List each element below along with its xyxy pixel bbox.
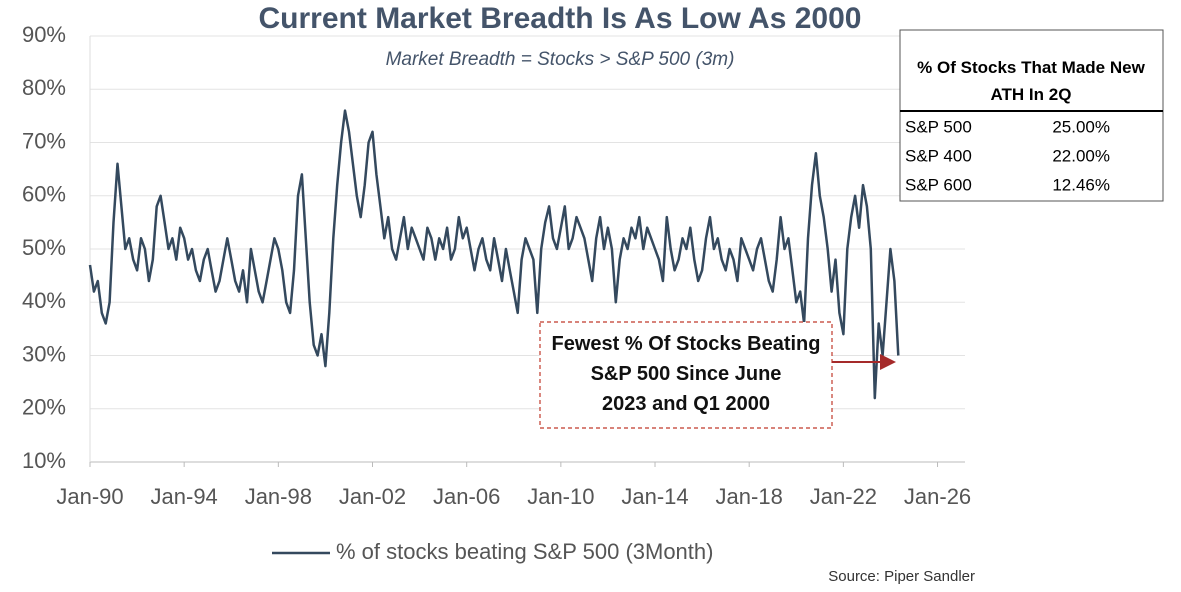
x-tick-label: Jan-94 (151, 484, 218, 509)
table-cell: S&P 500 (905, 117, 972, 136)
chart-title: Current Market Breadth Is As Low As 2000 (259, 2, 862, 35)
x-tick-label: Jan-14 (621, 484, 688, 509)
x-tick-label: Jan-22 (810, 484, 877, 509)
table-title: % Of Stocks That Made New ATH In 2Q (917, 58, 1145, 104)
chart-subtitle: Market Breadth = Stocks > S&P 500 (3m) (386, 49, 735, 70)
x-tick-label: Jan-90 (56, 484, 123, 509)
table-cell: 25.00% (1052, 117, 1110, 136)
annotation-box (539, 321, 833, 429)
y-tick-label: 20% (22, 395, 66, 420)
table-cell: S&P 600 (905, 175, 972, 194)
info-table: % Of Stocks That Made New ATH In 2Q S&P 50… (899, 29, 1164, 202)
y-tick-label: 10% (22, 448, 66, 473)
table-cell: 22.00% (1052, 146, 1110, 165)
annotation-text: Fewest % Of Stocks Beating S&P 500 Since … (552, 333, 821, 415)
y-tick-label: 50% (22, 235, 66, 260)
source: Source: Piper Sandler (828, 568, 975, 585)
x-tick-label: Jan-02 (339, 484, 406, 509)
table-cell: 12.46% (1052, 175, 1110, 194)
x-tick-label: Jan-06 (433, 484, 500, 509)
x-tick-label: Jan-18 (716, 484, 783, 509)
y-tick-label: 90% (22, 22, 66, 47)
x-tick-label: Jan-10 (527, 484, 594, 509)
table-cell: S&P 400 (905, 146, 972, 165)
y-tick-label: 60% (22, 182, 66, 207)
table-border (899, 29, 1164, 202)
y-tick-label: 40% (22, 288, 66, 313)
legend-label: % of stocks beating S&P 500 (3Month) (336, 539, 713, 564)
y-tick-label: 70% (22, 128, 66, 153)
y-tick-label: 80% (22, 75, 66, 100)
x-tick-label: Jan-98 (245, 484, 312, 509)
x-tick-label: Jan-26 (904, 484, 971, 509)
y-tick-label: 30% (22, 341, 66, 366)
data-line (88, 109, 900, 400)
